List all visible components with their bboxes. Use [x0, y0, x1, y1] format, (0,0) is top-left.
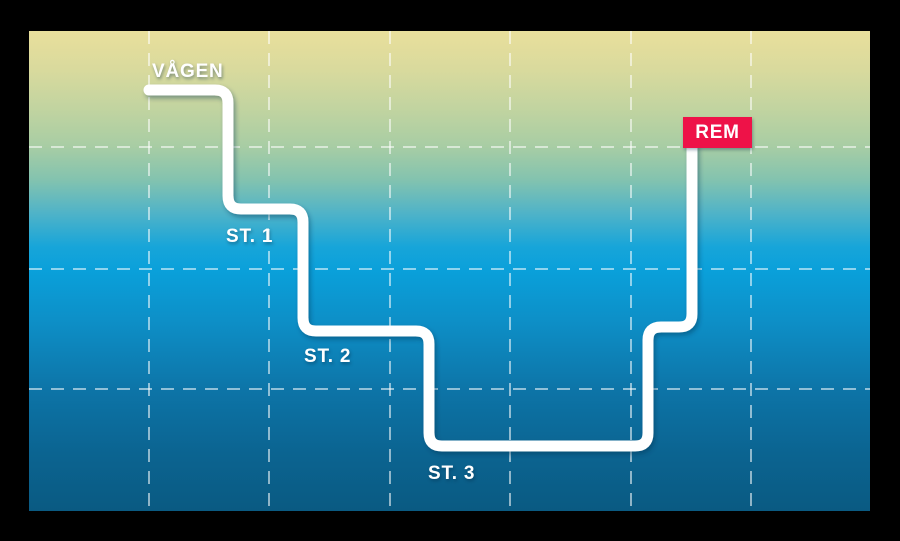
route-profile-scene: VÅGEN ST. 1 ST. 2 ST. 3 REM [29, 31, 870, 511]
station-label-st2: ST. 2 [304, 346, 352, 367]
route-profile-svg [29, 31, 870, 511]
rem-badge: REM [683, 117, 752, 148]
grid-lines [29, 31, 870, 511]
station-label-st3: ST. 3 [428, 463, 476, 484]
route-path [143, 84, 698, 452]
station-label-vagen: VÅGEN [152, 61, 224, 82]
rem-badge-label: REM [695, 121, 740, 143]
station-label-st1: ST. 1 [226, 226, 274, 247]
